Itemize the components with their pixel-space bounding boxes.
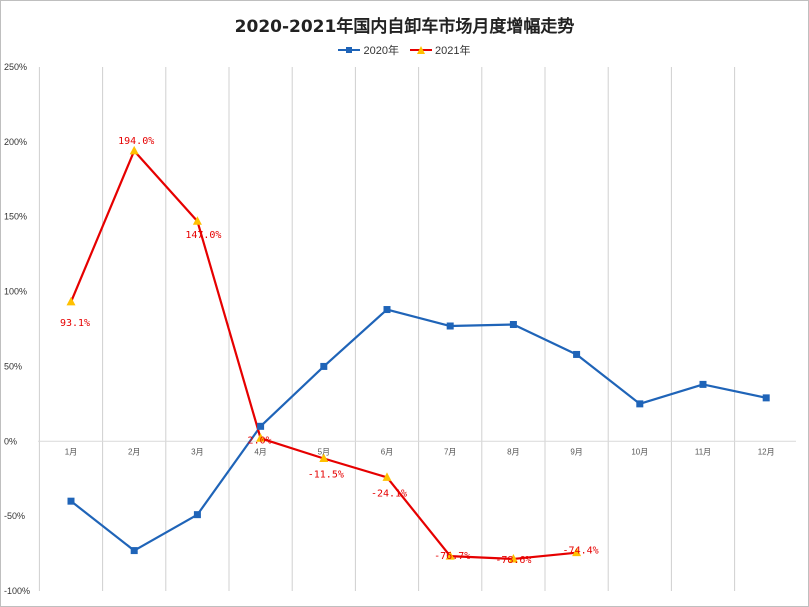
y-tick-label: 50% (4, 361, 22, 371)
legend-label-2021: 2021年 (435, 45, 471, 57)
data-point-2020 (67, 497, 75, 505)
legend-swatch-2021 (410, 46, 433, 54)
data-point-2021 (319, 453, 329, 463)
y-tick-label: 200% (4, 137, 27, 147)
x-tick-label: 3月 (191, 447, 203, 456)
y-tick-label: 150% (4, 212, 27, 222)
series-line-2020 (70, 308, 767, 552)
y-tick-label: 100% (4, 287, 27, 297)
legend-label-2020: 2020年 (363, 45, 399, 57)
data-point-2021 (572, 547, 582, 557)
x-tick-label: 9月 (570, 447, 582, 456)
data-point-2021 (508, 553, 518, 563)
data-point-2021 (129, 145, 139, 155)
data-point-2020 (446, 322, 454, 330)
data-point-2021 (66, 296, 76, 306)
x-tick-label: 4月 (254, 447, 266, 456)
x-tick-label: 10月 (631, 447, 648, 456)
x-tick-label: 7月 (444, 447, 456, 456)
x-tick-label: 1月 (65, 447, 77, 456)
data-point-2020 (257, 422, 265, 430)
data-point-2020 (762, 394, 770, 402)
data-point-2021 (445, 551, 455, 560)
data-label-2021: -24.1% (371, 488, 407, 499)
x-tick-label: 11月 (695, 447, 711, 456)
data-point-2021 (382, 472, 392, 481)
data-point-2021 (256, 433, 266, 442)
x-tick-label: 5月 (318, 447, 330, 456)
data-point-2020 (573, 350, 581, 358)
data-label-2021: -78.6% (495, 555, 531, 566)
data-label-2021: 194.0% (118, 136, 154, 147)
data-label-2021: -74.4% (563, 546, 599, 557)
series-line-2021 (69, 149, 577, 561)
data-label-2021: -76.7% (434, 551, 470, 562)
data-point-2020 (699, 380, 707, 388)
data-label-2021: 147.0% (185, 230, 221, 241)
legend-item-2021: 2021年 (410, 42, 471, 58)
y-tick-label: 0% (4, 436, 17, 446)
y-tick-label: -100% (4, 586, 30, 596)
legend-item-2020: 2020年 (338, 42, 399, 58)
data-label-2021: 93.1% (60, 318, 90, 329)
data-point-2020 (193, 511, 201, 519)
x-tick-label: 2月 (128, 447, 140, 456)
data-point-2020 (509, 321, 517, 329)
data-label-2021: -11.5% (308, 470, 344, 481)
legend-swatch-2020 (338, 47, 361, 53)
x-tick-label: 12月 (758, 447, 775, 456)
legend: 2020年 2021年 (0, 42, 809, 58)
x-tick-label: 8月 (507, 447, 519, 456)
data-label-2021: 2.0% (248, 435, 272, 446)
data-point-2020 (130, 547, 138, 555)
chart-title: 2020-2021年国内自卸车市场月度增幅走势 (234, 17, 575, 37)
data-point-2021 (192, 216, 202, 225)
data-point-2020 (383, 306, 391, 314)
data-point-2020 (320, 362, 328, 370)
y-tick-label: -50% (4, 511, 25, 521)
y-tick-label: 250% (4, 62, 27, 72)
x-tick-label: 6月 (381, 447, 393, 456)
data-point-2020 (636, 400, 644, 408)
